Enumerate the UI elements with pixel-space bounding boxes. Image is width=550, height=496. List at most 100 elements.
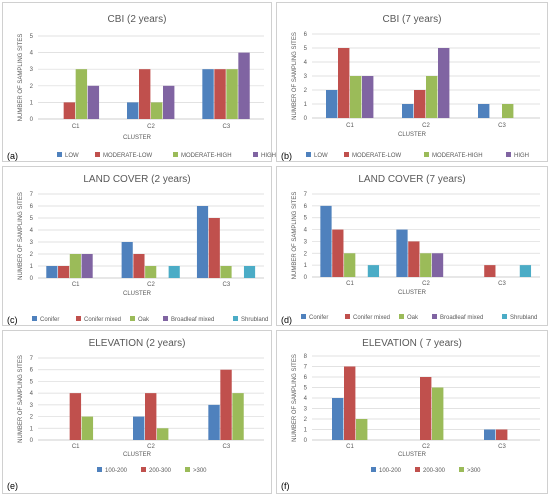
bar-moderate-high-c3 (226, 69, 238, 119)
y-tick-label: 0 (304, 275, 308, 281)
legend-entry: >300 (193, 468, 207, 474)
y-tick-label: 3 (30, 240, 34, 246)
legend-swatch (76, 316, 81, 321)
legend-swatch (185, 467, 190, 472)
panel-label: (f) (281, 481, 290, 491)
y-tick-label: 5 (304, 46, 308, 52)
panel-label: (d) (281, 315, 292, 325)
bar-low-c2 (402, 104, 414, 118)
y-tick-label: 4 (30, 391, 34, 397)
chart-title: LAND COVER (2 years) (83, 174, 190, 185)
x-tick-label: C1 (346, 281, 354, 287)
legend-entry: Conifer mixed (84, 317, 121, 323)
y-tick-label: 8 (304, 354, 308, 360)
bar--300-c2 (157, 428, 169, 440)
x-tick-label: C2 (422, 281, 430, 287)
legend-entry: HIGH (514, 153, 529, 159)
y-tick-label: 0 (30, 276, 34, 282)
y-tick-label: 3 (30, 403, 34, 409)
bar-moderate-low-c2 (414, 90, 426, 118)
y-tick-label: 4 (304, 60, 308, 66)
y-tick-label: 5 (30, 379, 34, 385)
legend-swatch (253, 152, 258, 157)
x-tick-label: C3 (498, 281, 506, 287)
legend-swatch (506, 152, 511, 157)
x-tick-label: C1 (72, 282, 80, 288)
panel-label: (e) (7, 481, 18, 491)
bar-low-c1 (326, 90, 338, 118)
bar-conifer-c2 (396, 229, 408, 277)
panel-border (276, 2, 548, 162)
bar--300-c2 (432, 387, 444, 440)
y-axis-label: NUMBER OF SAMPLING SITES (292, 32, 298, 120)
y-tick-label: 5 (30, 216, 34, 222)
legend-entry: 200-300 (423, 468, 446, 474)
bar-moderate-high-c2 (151, 102, 163, 119)
x-tick-label: C2 (147, 282, 155, 288)
x-axis-label: CLUSTER (123, 291, 152, 297)
x-tick-label: C3 (222, 124, 230, 130)
bar-200-300-c3 (496, 429, 508, 440)
y-tick-label: 0 (30, 117, 34, 123)
bar-conifer-mixed-c3 (208, 218, 220, 278)
y-tick-label: 1 (30, 426, 34, 432)
legend-entry: Broadleaf mixed (440, 315, 483, 321)
legend-entry: LOW (314, 153, 328, 159)
bar-moderate-high-c1 (350, 76, 362, 118)
legend-swatch (306, 152, 311, 157)
bar-high-c2 (163, 85, 175, 119)
bar-high-c2 (438, 48, 450, 118)
bar-conifer-c2 (121, 242, 133, 278)
y-tick-label: 3 (30, 67, 34, 73)
legend-entry: 100-200 (105, 468, 128, 474)
chart-panel-5: ELEVATION (2 years) 0 1 2 3 4 5 6 7 NUMBER OF SAM… (2, 330, 272, 494)
legend-swatch (432, 314, 437, 319)
legend-entry: Shrubland (510, 315, 537, 321)
legend-swatch (502, 314, 507, 319)
bar-conifer-mixed-c1 (58, 266, 70, 278)
legend-entry: Conifer (40, 317, 59, 323)
x-tick-label: C2 (422, 444, 430, 450)
legend-entry: Broadleaf mixed (171, 317, 214, 323)
bar-conifer-mixed-c2 (408, 241, 420, 277)
bar-shrubland-c3 (519, 265, 532, 277)
chart-title: LAND COVER (7 years) (358, 174, 465, 185)
y-tick-label: 3 (304, 407, 308, 413)
y-axis-label: NUMBER OF SAMPLING SITES (18, 34, 24, 122)
bar-oak-c2 (420, 253, 432, 277)
y-tick-label: 1 (304, 263, 308, 269)
bar-oak-c2 (145, 266, 157, 278)
chart-panel-6: ELEVATION ( 7 years) 0 1 2 3 4 5 6 7 8 NUMBER OF S… (276, 330, 548, 494)
bar-200-300-c1 (344, 366, 356, 440)
bar-shrubland-c1 (367, 265, 380, 277)
x-tick-label: C1 (72, 444, 80, 450)
y-tick-label: 0 (30, 438, 34, 444)
x-axis-label: CLUSTER (123, 452, 152, 458)
x-tick-label: C3 (222, 282, 230, 288)
bar--300-c3 (232, 393, 244, 440)
y-axis-label: NUMBER OF SAMPLING SITES (292, 354, 298, 442)
x-axis-label: CLUSTER (123, 135, 152, 141)
bar-shrubland-c3 (243, 266, 256, 278)
bar-conifer-mixed-c1 (332, 229, 344, 277)
legend-swatch (415, 467, 420, 472)
legend-entry: Oak (407, 315, 419, 321)
y-tick-label: 5 (30, 34, 34, 40)
legend-swatch (57, 152, 62, 157)
panel-border (276, 330, 548, 494)
y-tick-label: 7 (30, 356, 34, 362)
y-tick-label: 0 (304, 116, 308, 122)
legend-swatch (345, 314, 350, 319)
y-tick-label: 6 (30, 368, 34, 374)
chart-panel-3: LAND COVER (2 years) 0 1 2 3 4 5 6 7 NUMBER OF SA… (2, 166, 272, 326)
legend-entry: MODERATE-HIGH (432, 153, 483, 159)
legend-entry: 200-300 (149, 468, 172, 474)
legend-swatch (130, 316, 135, 321)
bar-conifer-c3 (196, 206, 209, 278)
legend-swatch (301, 314, 306, 319)
legend-swatch (344, 152, 349, 157)
chart-title: CBI (2 years) (108, 14, 167, 25)
bar-oak-c1 (344, 253, 356, 277)
bar-shrubland-c2 (168, 266, 180, 278)
